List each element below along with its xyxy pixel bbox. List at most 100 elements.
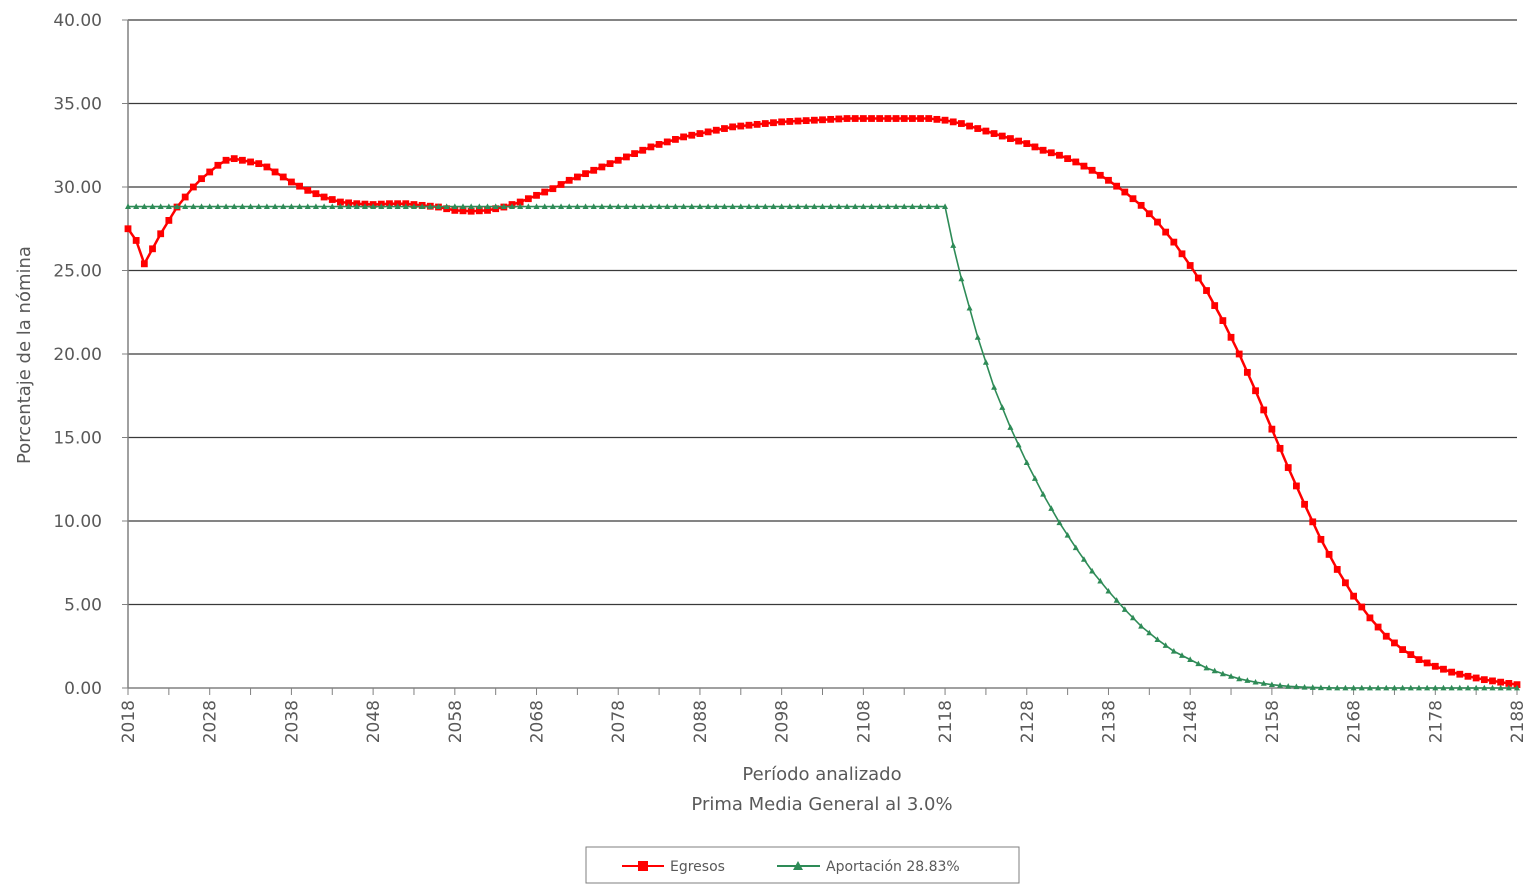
data-point-marker xyxy=(1489,677,1496,685)
data-point-marker xyxy=(1440,684,1447,691)
data-point-marker xyxy=(1040,491,1047,497)
data-point-marker xyxy=(1301,500,1308,508)
data-point-marker xyxy=(786,118,794,125)
data-point-marker xyxy=(427,203,434,209)
data-point-marker xyxy=(696,130,704,137)
y-tick-label: 35.00 xyxy=(53,95,102,115)
y-tick-label: 0.00 xyxy=(64,679,102,699)
data-point-marker xyxy=(1072,544,1079,551)
data-point-marker xyxy=(484,206,491,214)
data-point-marker xyxy=(958,120,965,127)
data-point-marker xyxy=(696,203,703,209)
data-point-marker xyxy=(1235,350,1243,358)
data-point-marker xyxy=(312,203,319,209)
data-point-marker xyxy=(378,203,385,209)
data-point-marker xyxy=(753,120,761,128)
data-point-marker xyxy=(664,203,671,209)
data-point-marker xyxy=(459,207,467,215)
data-point-marker xyxy=(982,359,989,365)
data-point-marker xyxy=(958,275,965,282)
data-point-marker xyxy=(1187,656,1194,663)
data-point-marker xyxy=(1243,368,1251,376)
data-point-marker xyxy=(615,203,622,209)
data-point-marker xyxy=(492,203,499,209)
data-point-marker xyxy=(533,191,540,199)
data-point-marker xyxy=(533,203,540,209)
data-point-marker xyxy=(1366,614,1374,622)
data-point-marker xyxy=(925,115,933,122)
data-point-marker xyxy=(933,115,941,123)
data-point-marker xyxy=(272,203,279,209)
data-point-marker xyxy=(157,203,164,209)
data-point-marker xyxy=(1211,302,1219,309)
data-point-marker xyxy=(1309,684,1316,690)
data-point-marker xyxy=(1432,684,1439,691)
data-point-marker xyxy=(541,188,549,196)
data-point-marker xyxy=(1064,531,1071,538)
data-point-marker xyxy=(1219,670,1226,677)
x-tick-label: 2108 xyxy=(854,700,874,743)
data-point-marker xyxy=(1293,683,1300,690)
data-point-marker xyxy=(966,122,973,130)
data-point-marker xyxy=(1366,684,1373,691)
data-point-marker xyxy=(1505,680,1513,687)
data-point-marker xyxy=(459,203,466,209)
data-point-marker xyxy=(345,199,353,207)
x-tick-label: 2048 xyxy=(364,700,384,743)
data-point-marker xyxy=(1146,629,1153,636)
data-point-marker xyxy=(549,203,556,209)
data-point-marker xyxy=(704,128,712,136)
chart-subtitle: Prima Media General al 3.0% xyxy=(691,794,952,815)
data-point-marker xyxy=(933,203,940,209)
data-point-marker xyxy=(705,203,712,209)
data-point-marker xyxy=(189,183,197,191)
data-point-marker xyxy=(370,203,377,209)
x-tick-label: 2028 xyxy=(201,700,221,743)
data-point-marker xyxy=(410,203,417,209)
data-point-marker xyxy=(1497,684,1504,691)
data-point-marker xyxy=(329,203,336,209)
data-point-marker xyxy=(157,230,165,238)
data-point-marker xyxy=(1448,668,1456,676)
data-point-marker xyxy=(1260,406,1268,414)
x-tick-label: 2038 xyxy=(282,700,302,743)
data-point-marker xyxy=(1317,684,1324,691)
data-point-marker xyxy=(443,203,450,209)
data-point-marker xyxy=(328,196,336,203)
data-point-marker xyxy=(623,153,630,161)
data-point-marker xyxy=(1464,672,1472,680)
data-point-marker xyxy=(190,203,197,209)
data-point-marker xyxy=(590,166,598,174)
data-point-marker xyxy=(598,163,606,171)
data-point-marker xyxy=(525,203,532,209)
data-point-marker xyxy=(672,203,679,209)
data-point-marker xyxy=(1497,678,1505,686)
data-point-marker xyxy=(565,176,573,184)
data-point-marker xyxy=(524,195,532,203)
data-point-marker xyxy=(1015,137,1022,145)
data-point-marker xyxy=(1015,441,1022,448)
data-point-marker xyxy=(1064,155,1072,163)
data-point-marker xyxy=(1505,684,1512,691)
data-point-marker xyxy=(1301,683,1308,690)
data-point-marker xyxy=(174,203,181,209)
data-point-marker xyxy=(982,127,990,135)
data-point-marker xyxy=(827,115,835,123)
data-point-marker xyxy=(1121,606,1128,612)
data-point-marker xyxy=(1374,623,1382,631)
x-tick-label: 2168 xyxy=(1345,700,1365,743)
data-point-marker xyxy=(1325,551,1333,558)
data-point-marker xyxy=(1056,519,1063,526)
data-point-marker xyxy=(802,117,810,125)
data-point-marker xyxy=(1023,140,1031,147)
data-point-marker xyxy=(884,203,891,209)
data-point-marker xyxy=(1203,664,1210,671)
data-point-marker xyxy=(394,203,401,209)
data-point-marker xyxy=(1334,684,1341,691)
data-point-marker xyxy=(296,182,303,190)
data-point-marker xyxy=(541,203,548,209)
data-point-marker xyxy=(1023,459,1030,465)
data-point-marker xyxy=(762,203,769,209)
data-point-marker xyxy=(1113,182,1121,190)
